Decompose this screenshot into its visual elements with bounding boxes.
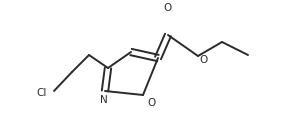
Text: O: O: [148, 98, 156, 108]
Text: O: O: [164, 3, 172, 13]
Text: Cl: Cl: [37, 88, 47, 98]
Text: O: O: [200, 55, 208, 65]
Text: N: N: [100, 95, 108, 105]
